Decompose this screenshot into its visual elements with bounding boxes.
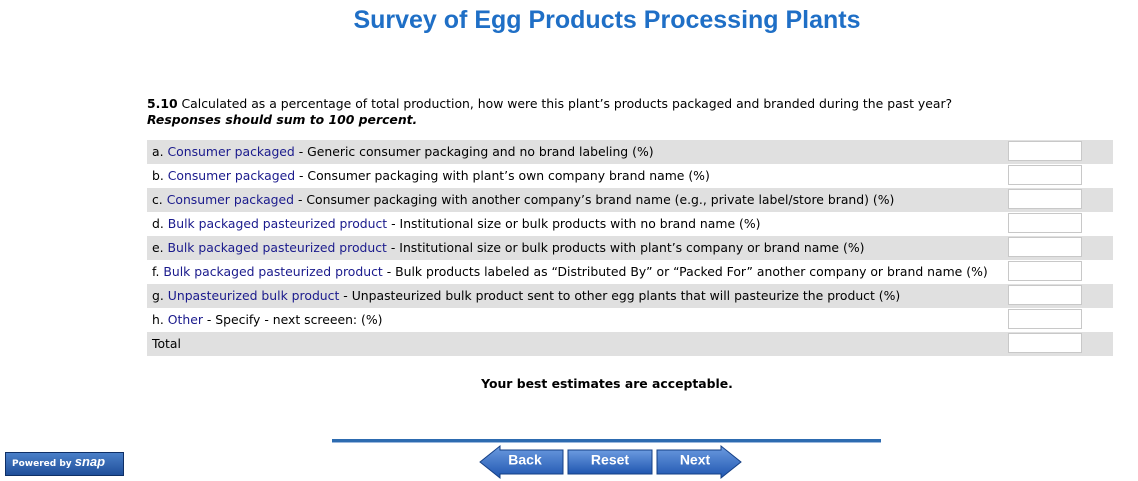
row-letter: b.	[152, 168, 164, 183]
row-text: f. Bulk packaged pasteurized product - B…	[152, 260, 988, 284]
total-label: Total	[152, 336, 181, 351]
percent-input[interactable]	[1008, 261, 1082, 281]
category-link[interactable]: Bulk packaged pasteurized product	[163, 264, 383, 279]
nav-buttons: Back Reset Next	[479, 444, 742, 480]
answer-row: h. Other - Specify - next screeen: (%)	[147, 308, 1113, 332]
row-description: - Bulk products labeled as “Distributed …	[386, 264, 988, 279]
divider	[332, 439, 881, 443]
category-link[interactable]: Consumer packaged	[167, 144, 295, 159]
question-instruction: Responses should sum to 100 percent.	[147, 112, 418, 127]
row-letter: f.	[152, 264, 160, 279]
percent-input[interactable]	[1008, 141, 1082, 161]
question-text: Calculated as a percentage of total prod…	[181, 96, 953, 111]
reset-label: Reset	[591, 452, 629, 468]
row-letter: c.	[152, 192, 163, 207]
row-text: d. Bulk packaged pasteurized product - I…	[152, 212, 760, 236]
reset-button[interactable]: Reset	[567, 449, 653, 475]
note: Your best estimates are acceptable.	[481, 376, 733, 391]
row-text: h. Other - Specify - next screeen: (%)	[152, 308, 383, 332]
category-link[interactable]: Bulk packaged pasteurized product	[167, 240, 387, 255]
page-title: Survey of Egg Products Processing Plants	[353, 6, 861, 34]
row-description: - Consumer packaging with another compan…	[297, 192, 895, 207]
row-letter: d.	[152, 216, 164, 231]
category-link[interactable]: Bulk packaged pasteurized product	[167, 216, 388, 231]
row-description: - Specify - next screeen: (%)	[206, 312, 383, 327]
row-text: g. Unpasteurized bulk product - Unpasteu…	[152, 284, 900, 308]
question-number: 5.10	[147, 96, 178, 111]
row-text: a. Consumer packaged - Generic consumer …	[152, 140, 654, 164]
row-description: - Unpasteurized bulk product sent to oth…	[343, 288, 901, 303]
row-letter: a.	[152, 144, 164, 159]
back-label: Back	[508, 452, 542, 468]
answer-row: g. Unpasteurized bulk product - Unpasteu…	[147, 284, 1113, 308]
back-button[interactable]: Back	[479, 444, 564, 480]
row-description: - Generic consumer packaging and no bran…	[298, 144, 654, 159]
badge-prefix: Powered by	[12, 459, 72, 469]
row-description: - Consumer packaging with plant’s own co…	[299, 168, 710, 183]
category-link[interactable]: Other	[167, 312, 203, 327]
powered-by-badge[interactable]: Powered by snap	[5, 452, 124, 476]
percent-input[interactable]	[1008, 237, 1082, 257]
row-text: b. Consumer packaged - Consumer packagin…	[152, 164, 710, 188]
percent-input[interactable]	[1008, 189, 1082, 209]
row-text: e. Bulk packaged pasteurized product - I…	[152, 236, 864, 260]
row-letter: e.	[152, 240, 164, 255]
category-link[interactable]: Consumer packaged	[166, 192, 295, 207]
percent-input[interactable]	[1008, 309, 1082, 329]
percent-input[interactable]	[1008, 285, 1082, 305]
next-label: Next	[680, 452, 711, 468]
row-text: c. Consumer packaged - Consumer packagin…	[152, 188, 894, 212]
category-link[interactable]: Consumer packaged	[167, 168, 296, 183]
answer-row: f. Bulk packaged pasteurized product - B…	[147, 260, 1113, 284]
row-letter: g.	[152, 288, 164, 303]
answer-row: e. Bulk packaged pasteurized product - I…	[147, 236, 1113, 260]
row-letter: h.	[152, 312, 164, 327]
badge-brand: snap	[74, 454, 106, 469]
answer-row: b. Consumer packaged - Consumer packagin…	[147, 164, 1113, 188]
percent-input[interactable]	[1008, 165, 1082, 185]
question: 5.10 Calculated as a percentage of total…	[147, 96, 952, 128]
row-text: Total	[152, 332, 181, 356]
percent-input[interactable]	[1008, 333, 1082, 353]
row-description: - Institutional size or bulk products wi…	[390, 240, 865, 255]
answer-row: c. Consumer packaged - Consumer packagin…	[147, 188, 1113, 212]
category-link[interactable]: Unpasteurized bulk product	[167, 288, 340, 303]
answer-row: Total	[147, 332, 1113, 356]
next-button[interactable]: Next	[656, 444, 742, 480]
answer-row: d. Bulk packaged pasteurized product - I…	[147, 212, 1113, 236]
percent-input[interactable]	[1008, 213, 1082, 233]
row-description: - Institutional size or bulk products wi…	[391, 216, 761, 231]
answer-row: a. Consumer packaged - Generic consumer …	[147, 140, 1113, 164]
